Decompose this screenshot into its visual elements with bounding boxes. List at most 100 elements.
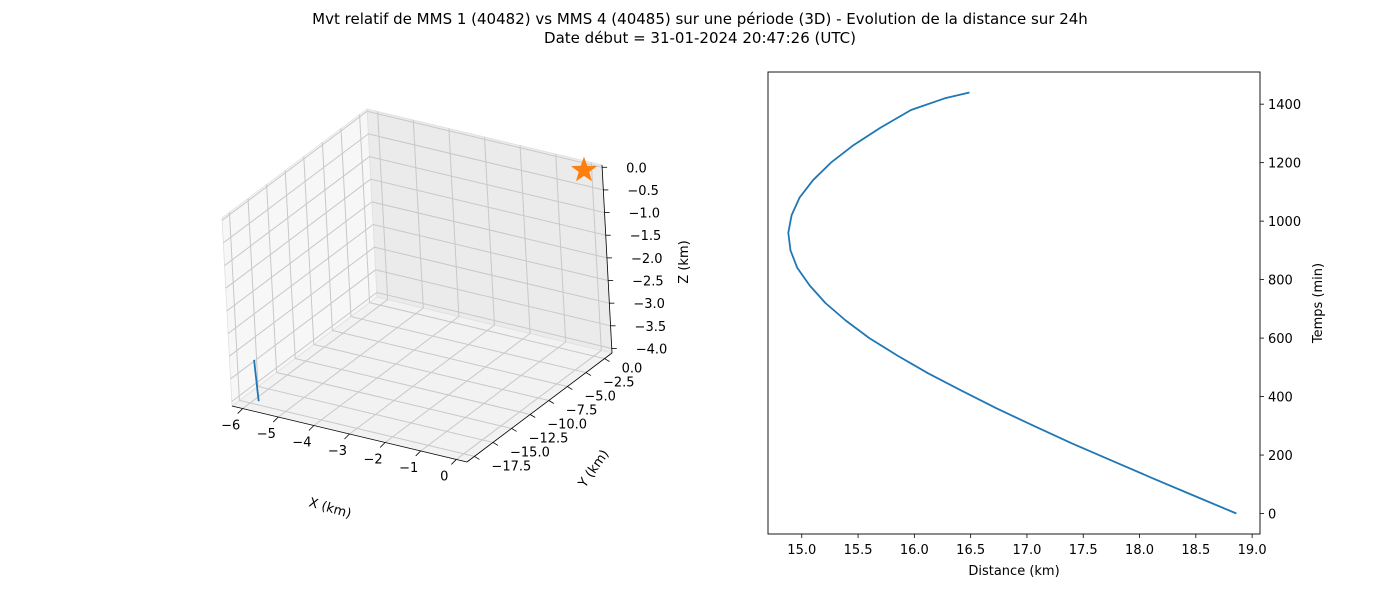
- z-tick-label: −3.0: [633, 297, 665, 312]
- grid-line-y: [369, 302, 605, 360]
- x-tick: [415, 450, 421, 457]
- z-tick-label: −1.0: [629, 207, 661, 222]
- z-tick-label: −4.0: [636, 342, 668, 357]
- y-tick-label: −15.0: [510, 445, 550, 460]
- grid-line-y: [313, 344, 549, 401]
- y-tick-label: 1000: [1268, 215, 1301, 230]
- y-axis-label: Y (km): [575, 447, 612, 491]
- grid-line-z: [225, 178, 606, 289]
- z-tick-label: 0.0: [626, 161, 647, 176]
- grid-line-y: [247, 198, 259, 387]
- x-tick-label: 17.5: [1069, 543, 1098, 558]
- grid-line-z: [222, 133, 604, 244]
- grid-line-y: [228, 212, 240, 401]
- grid-line-x: [277, 307, 424, 418]
- z-tick-label: −0.5: [627, 184, 659, 199]
- x-tick: [237, 408, 243, 414]
- y-tick-label: 0: [1268, 508, 1276, 523]
- x-tick: [273, 416, 279, 423]
- grid-line-x: [313, 316, 460, 426]
- distance-curve: [787, 91, 1237, 515]
- grid-line-z: [231, 291, 612, 402]
- y-tick: [585, 372, 592, 376]
- x-tick-label: −2: [364, 452, 383, 467]
- grid-line-x: [420, 341, 567, 452]
- plot-frame: [767, 71, 1261, 535]
- grid-line-x: [519, 145, 531, 334]
- x-tick-label: 19.0: [1238, 543, 1267, 558]
- y-tick-label: 0.0: [622, 362, 643, 377]
- grid-line-z: [230, 269, 611, 380]
- figure-title: Mvt relatif de MMS 1 (40482) vs MMS 4 (4…: [312, 10, 1088, 47]
- x-tick-label: 16.5: [956, 543, 985, 558]
- y-tick-label: −2.5: [603, 376, 635, 391]
- x-tick-label: 0: [440, 469, 448, 484]
- y-tick: [529, 414, 536, 418]
- y-tick-label: 200: [1268, 449, 1293, 464]
- y-tick: [511, 428, 517, 432]
- x-axis-label: X (km): [307, 495, 353, 521]
- x-tick: [451, 459, 457, 465]
- plot-distance-vs-time: 15.0 15.5 16.0 16.5 17.0 17.5 18.0 18.5 19.0 0 200…: [767, 71, 1326, 579]
- grid-line-y: [276, 371, 512, 429]
- grid-line-z: [226, 201, 608, 312]
- y-tick: [474, 456, 480, 460]
- grid-line-x: [242, 299, 388, 409]
- grid-line-x: [484, 136, 495, 326]
- x-tick: [344, 433, 350, 440]
- y-tick-label: 600: [1268, 332, 1293, 347]
- x-tick-label: −1: [399, 461, 418, 476]
- grid-line-y: [321, 142, 333, 331]
- x-tick-label: −3: [328, 444, 347, 459]
- y-tick-label: 1200: [1268, 157, 1301, 172]
- grid-line-x: [590, 162, 602, 351]
- grid-line-y: [359, 114, 371, 303]
- grid-line-y: [266, 184, 278, 373]
- y-tick: [604, 358, 610, 362]
- z-axis-line: [601, 164, 613, 354]
- y-tick-label: 800: [1268, 274, 1293, 289]
- y-tick-label: −10.0: [547, 417, 587, 432]
- grid-line-x: [456, 350, 602, 460]
- grid-line-y: [350, 316, 587, 374]
- y-tick-label: −5.0: [584, 390, 616, 405]
- x-tick-label: 15.5: [844, 543, 873, 558]
- y-tick: [567, 386, 573, 390]
- x-tick-label: 17.0: [1012, 543, 1041, 558]
- grid-line-y: [332, 330, 568, 388]
- y-tick-label: −12.5: [529, 431, 569, 446]
- plot-3d-trajectory: −6−5−4−3−2−100.0−2.5−5.0−7.5−10.0−12.5−1…: [221, 108, 692, 522]
- x-tick: [308, 425, 315, 431]
- x-tick-label: −4: [292, 436, 311, 451]
- y-tick-label: 1400: [1268, 98, 1301, 113]
- grid-line-x: [448, 128, 460, 317]
- x-tick-label: 15.0: [787, 543, 816, 558]
- x-tick: [379, 442, 386, 448]
- grid-line-y: [239, 399, 475, 457]
- grid-line-x: [412, 120, 424, 309]
- grid-line-y: [303, 156, 315, 345]
- z-tick-label: −1.5: [630, 229, 662, 244]
- x-tick-label: 18.5: [1181, 543, 1210, 558]
- y-axis-label: Temps (min): [1311, 263, 1326, 344]
- grid-line-z: [221, 110, 603, 221]
- grid-line-y: [284, 170, 296, 359]
- y-tick: [492, 442, 499, 446]
- z-tick-label: −2.5: [632, 275, 664, 290]
- x-tick-label: −6: [221, 419, 240, 434]
- grid-line-y: [257, 385, 494, 443]
- z-axis-label: Z (km): [677, 240, 692, 283]
- grid-line-x: [349, 324, 495, 435]
- grid-line-z: [228, 246, 610, 357]
- grid-line-x: [384, 333, 531, 443]
- pane-left: [221, 108, 378, 407]
- grid-line-z: [224, 156, 605, 266]
- y-axis-line: [466, 352, 613, 463]
- y-tick-label: 400: [1268, 391, 1293, 406]
- x-axis-label: Distance (km): [968, 564, 1059, 579]
- y-tick: [548, 400, 555, 404]
- y-tick-label: −7.5: [566, 404, 598, 419]
- x-tick-label: 16.0: [900, 543, 929, 558]
